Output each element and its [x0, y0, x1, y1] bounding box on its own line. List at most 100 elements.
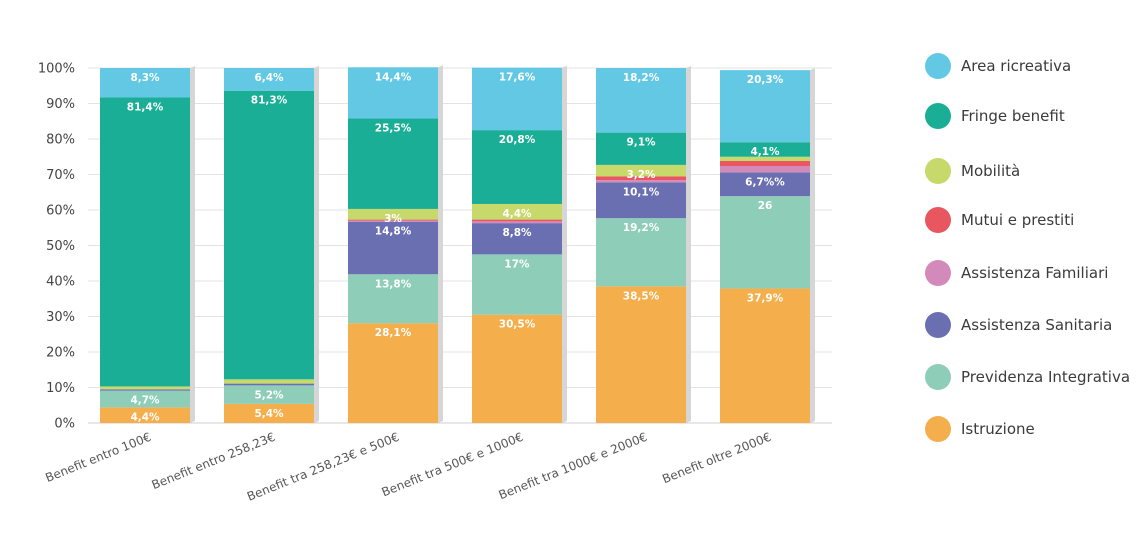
bar-segment	[596, 218, 686, 287]
legend-swatch-istruzione	[925, 416, 951, 442]
bar-segment	[472, 223, 562, 255]
y-tick-label: 70%	[46, 168, 75, 183]
bar-segment	[100, 68, 190, 98]
bar-segment	[720, 172, 810, 197]
data-label: 18,2%	[623, 72, 660, 84]
legend-item-previdenza-integrativa: Previdenza Integrativa	[925, 363, 1130, 391]
bar-stack: 37,9% 26 6,7%% 4,1% 20,3%	[720, 68, 815, 423]
bars: 4,4% 4,7% 81,4% 8,3% 5,4% 5,2% 81,3% 6,4% 28,1% 1…	[100, 65, 815, 423]
legend-swatch-assistenza-sanitaria	[925, 312, 951, 338]
data-label: 38,5%	[623, 290, 660, 302]
data-label: 3%	[384, 213, 402, 225]
bar-shadow	[562, 65, 567, 424]
bar-segment	[348, 67, 438, 119]
y-tick-label: 30%	[46, 310, 75, 325]
data-label: 28,1%	[375, 327, 412, 339]
x-tick-label: Benefit entro 258,23€	[150, 430, 277, 492]
bar-segment	[100, 390, 190, 408]
legend-swatch-assistenza-familiari	[925, 260, 951, 286]
legend-item-fringe-benefit: Fringe benefit	[925, 102, 1065, 130]
bar-shadow	[190, 66, 195, 423]
y-tick-label: 50%	[46, 239, 75, 254]
legend-label: Fringe benefit	[961, 107, 1065, 125]
bar-segment	[224, 385, 314, 404]
bar-segment	[720, 288, 810, 423]
y-tick-label: 100%	[38, 62, 75, 77]
bar-shadow	[686, 66, 691, 423]
data-label: 14,4%	[375, 71, 412, 83]
data-label: 5,2%	[254, 389, 284, 401]
legend-label: Istruzione	[961, 420, 1035, 438]
data-label: 81,3%	[251, 95, 288, 107]
legend-label: Area ricreativa	[961, 57, 1072, 75]
bar-segment	[596, 176, 686, 181]
legend-swatch-fringe-benefit	[925, 103, 951, 129]
bar-segment	[472, 219, 562, 222]
bar-segment	[100, 407, 190, 423]
bar-segment	[596, 68, 686, 133]
bar-segment	[720, 156, 810, 162]
bar-segment	[348, 118, 438, 209]
bar-segment	[348, 220, 438, 222]
stacked-bar-chart: 0%10%20%30%40%50%60%70%80%90%100% 4,4%4,…	[38, 62, 832, 504]
legend-label: Assistenza Familiari	[961, 264, 1109, 282]
legend-label: Mobilità	[961, 162, 1021, 180]
bar-segment	[472, 254, 562, 315]
data-label: 3,2%	[626, 169, 656, 181]
data-label: 4,1%	[750, 146, 780, 158]
legend-label: Mutui e prestiti	[961, 211, 1075, 229]
bar-segment	[348, 208, 438, 220]
data-label: 17,6%	[499, 72, 536, 84]
bar-segment	[472, 314, 562, 423]
bar-segment	[596, 164, 686, 177]
y-axis: 0% 10% 20% 30% 40% 50% 60% 70% 80% 90% 100%	[38, 62, 832, 432]
bar-stack: 28,1% 13,8% 14,8%3% 25,5% 14,4%	[348, 65, 443, 423]
bar-segment	[472, 203, 562, 220]
legend-swatch-previdenza-integrativa	[925, 364, 951, 390]
bar-segment	[348, 274, 438, 324]
bar-segment	[224, 90, 314, 380]
data-label: 8,3%	[130, 72, 160, 84]
data-label: 30,5%	[499, 319, 536, 331]
data-label: 17%	[504, 258, 530, 270]
data-label: 5,4%	[254, 408, 284, 420]
legend-item-assistenza-familiari: Assistenza Familiari	[925, 259, 1108, 287]
legend-label: Assistenza Sanitaria	[961, 316, 1113, 334]
data-label: 37,9%	[747, 292, 784, 304]
legend-swatch-mutui-e-prestiti	[925, 207, 951, 233]
bar-segment	[224, 403, 314, 423]
bar-segment	[100, 97, 190, 387]
bar-segment	[100, 389, 190, 391]
data-label: 4,7%	[130, 395, 160, 407]
bar-stack: 5,4% 5,2% 81,3% 6,4%	[224, 66, 319, 423]
bar-stack: 38,5% 19,2% 10,1% 3,2% 9,1% 18,2%	[596, 66, 691, 423]
data-label: 4,4%	[502, 208, 532, 220]
legend-swatch-area-ricreativa	[925, 53, 951, 79]
x-tick-label: Benefit oltre 2000€	[660, 430, 773, 486]
data-label: 6,4%	[254, 72, 284, 84]
bar-segment	[596, 132, 686, 165]
y-tick-label: 80%	[46, 133, 75, 148]
y-tick-label: 10%	[46, 381, 75, 396]
legend-item-mutui-e-prestiti: Mutui e prestiti	[925, 206, 1074, 234]
data-label: 20,8%	[499, 134, 536, 146]
data-label: 4,4%	[130, 411, 160, 423]
bar-segment	[100, 386, 190, 390]
data-label: 14,8%	[375, 226, 412, 238]
legend-item-area-ricreativa: Area ricreativa	[925, 52, 1071, 80]
bar-segment	[472, 130, 562, 204]
data-label: 10,1%	[623, 186, 660, 198]
bar-segment	[224, 383, 314, 386]
legend-item-istruzione: Istruzione	[925, 415, 1035, 443]
bar-segment	[224, 68, 314, 91]
grid-lines	[88, 67, 832, 424]
bar-segment	[472, 221, 562, 224]
data-label: 81,4%	[127, 101, 164, 113]
x-tick-label: Benefit entro 100€	[43, 430, 153, 485]
data-label: 6,7%%	[745, 176, 785, 188]
bar-segment	[720, 70, 810, 143]
data-label: 19,2%	[623, 222, 660, 234]
bar-shadow	[314, 66, 319, 423]
bar-segment	[348, 323, 438, 423]
bar-segment	[720, 196, 810, 289]
